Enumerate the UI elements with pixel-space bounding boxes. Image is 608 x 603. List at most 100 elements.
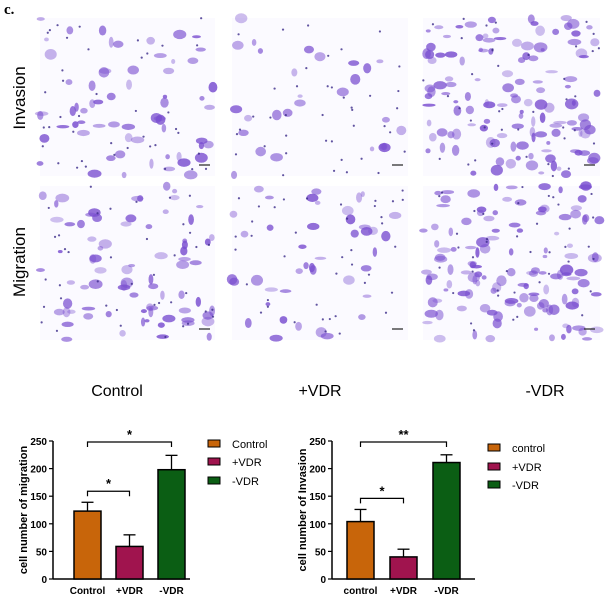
stained-cell <box>580 181 592 191</box>
stained-cell <box>538 183 551 191</box>
stained-cell <box>570 205 583 211</box>
membrane-pore <box>431 23 435 26</box>
membrane-pore <box>153 303 156 306</box>
membrane-pore <box>87 48 90 51</box>
stained-cell <box>530 21 539 26</box>
significance-bracket <box>359 497 405 504</box>
membrane-pore <box>380 216 383 219</box>
stained-cell <box>106 155 116 162</box>
membrane-pore <box>330 86 333 89</box>
y-tick-label: 250 <box>30 437 47 448</box>
stained-cell <box>426 273 438 281</box>
membrane-pore <box>401 189 404 192</box>
membrane-pore <box>547 163 550 166</box>
membrane-pore <box>592 142 596 145</box>
stained-cell <box>422 103 436 107</box>
stained-cell <box>37 110 44 120</box>
membrane-pore <box>67 250 70 254</box>
stained-cell <box>434 25 444 30</box>
stained-cell <box>291 68 298 77</box>
stained-cell <box>481 275 487 280</box>
stained-cell <box>493 183 499 192</box>
membrane-pore <box>592 32 595 35</box>
membrane-pore <box>501 107 504 111</box>
stained-cell <box>98 239 112 249</box>
stained-cell <box>586 25 593 30</box>
significance-bracket <box>86 441 173 447</box>
stained-cell <box>303 45 315 54</box>
stained-cell <box>505 185 518 190</box>
membrane-pore <box>529 250 532 254</box>
stained-cell <box>294 99 306 107</box>
stained-cell <box>492 282 502 293</box>
membrane-pore <box>548 251 551 254</box>
stained-cell <box>350 73 361 85</box>
membrane-pore <box>307 24 310 27</box>
stained-cell <box>487 16 496 24</box>
stained-cell <box>157 322 165 328</box>
stained-cell <box>426 119 432 127</box>
stained-cell <box>195 296 202 307</box>
stained-cell <box>432 298 443 303</box>
stained-cell <box>549 123 563 128</box>
membrane-pore <box>61 79 65 82</box>
stained-cell <box>54 200 59 208</box>
stained-cell <box>538 298 549 309</box>
x-tick-label: -VDR <box>159 586 184 597</box>
stained-cell <box>440 195 451 204</box>
membrane-pore <box>234 235 237 238</box>
membrane-pore <box>109 256 113 259</box>
stained-cell <box>231 170 238 180</box>
membrane-pore <box>512 318 515 321</box>
stained-cell <box>586 157 599 165</box>
membrane-pore <box>324 139 328 142</box>
significance-label: ** <box>398 427 409 442</box>
stained-cell <box>518 112 524 119</box>
legend-label: -VDR <box>512 480 539 492</box>
membrane-pore <box>452 291 455 295</box>
membrane-pore <box>547 272 551 275</box>
stained-cell <box>80 284 90 290</box>
membrane-pore <box>538 281 541 284</box>
membrane-pore <box>383 125 386 128</box>
membrane-pore <box>591 49 594 53</box>
stained-cell <box>558 186 563 194</box>
stained-cell <box>372 247 378 257</box>
column-label-plus-vdr: +VDR <box>298 383 342 400</box>
membrane-pore <box>587 245 590 248</box>
stained-cell <box>537 206 547 213</box>
stained-cell <box>381 116 390 123</box>
stained-cell <box>578 54 589 59</box>
membrane-pore <box>281 28 285 31</box>
stained-cell <box>311 188 322 195</box>
stained-cell <box>528 270 539 277</box>
membrane-pore <box>350 263 354 266</box>
stained-cell <box>97 245 104 251</box>
stained-cell <box>162 209 169 215</box>
membrane-pore <box>373 204 376 208</box>
stained-cell <box>50 216 64 223</box>
micrograph-background <box>423 186 600 340</box>
stained-cell <box>144 319 150 323</box>
stained-cell <box>564 252 579 259</box>
membrane-pore <box>142 135 145 138</box>
stained-cell <box>272 109 282 121</box>
stained-cell <box>173 29 187 40</box>
stained-cell <box>574 268 588 277</box>
stained-cell <box>148 274 154 285</box>
stained-cell <box>517 282 529 287</box>
stained-cell <box>196 205 204 209</box>
bar-+vdr <box>389 556 418 580</box>
stained-cell <box>543 284 550 295</box>
stained-cell <box>202 311 214 320</box>
membrane-pore <box>182 223 185 226</box>
membrane-pore <box>497 64 500 67</box>
stained-cell <box>297 94 303 98</box>
stained-cell <box>66 280 76 285</box>
stained-cell <box>251 39 257 46</box>
membrane-pore <box>42 126 45 129</box>
stained-cell <box>381 230 391 242</box>
stained-cell <box>470 264 483 269</box>
stained-cell <box>87 169 102 178</box>
membrane-pore <box>394 245 397 248</box>
